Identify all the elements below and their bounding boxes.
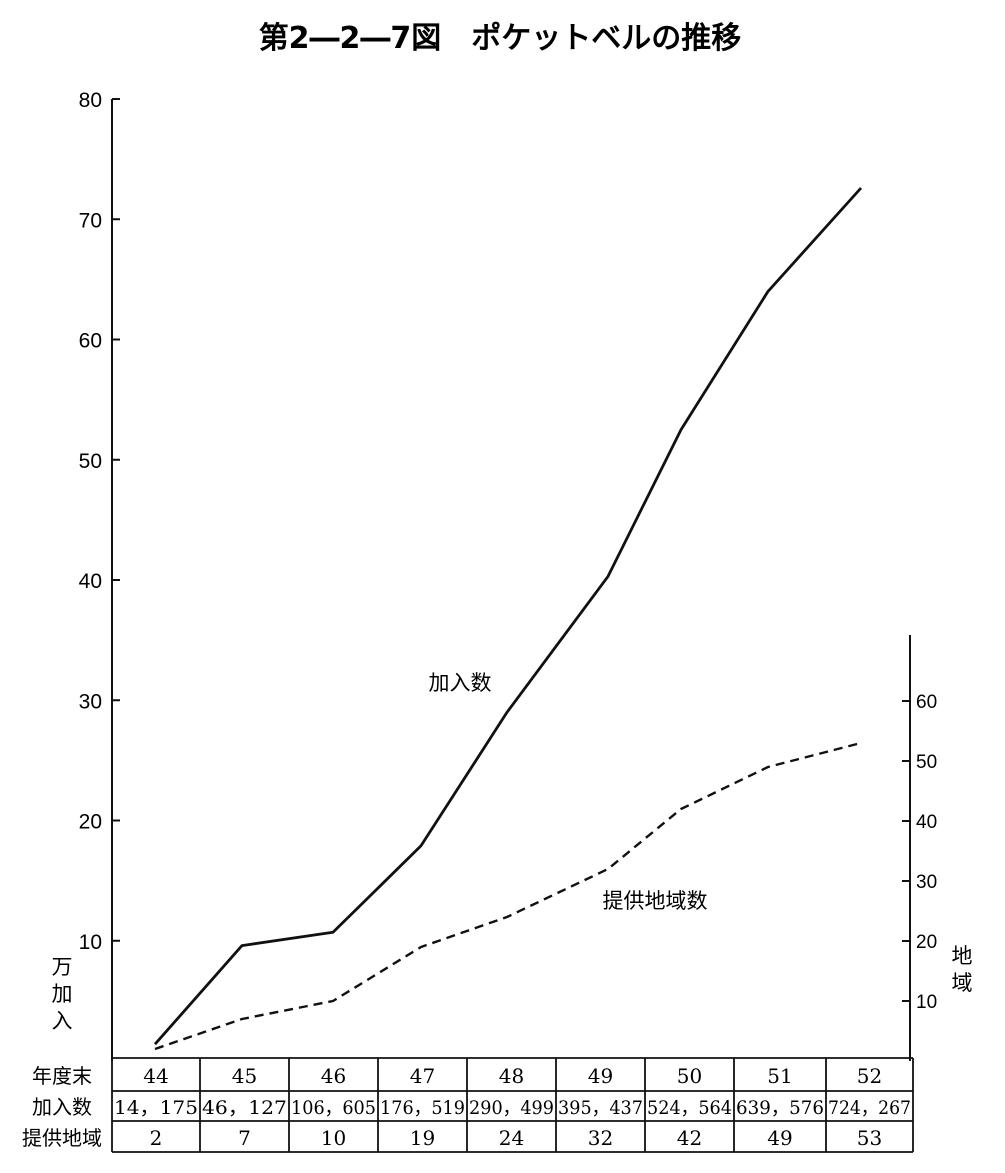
right-tick-label: 20 xyxy=(916,932,937,953)
right-tick-label: 40 xyxy=(916,812,937,833)
table-cell-subscribers: 524，564 xyxy=(647,1097,732,1119)
right-tick-label: 50 xyxy=(916,752,937,773)
left-axis: 10 20 30 40 50 60 70 80 万加入 xyxy=(52,89,120,1061)
left-axis-unit-char: 加 xyxy=(52,982,73,1006)
right-tick-label: 30 xyxy=(916,872,937,893)
table-cell-areas: 10 xyxy=(321,1126,346,1150)
left-axis-unit-char: 万 xyxy=(52,955,73,979)
table-cell-areas: 19 xyxy=(410,1126,435,1150)
table-cell-subscribers: 639，576 xyxy=(736,1097,824,1119)
table-cell-subscribers: 290，499 xyxy=(469,1097,554,1119)
series-line-areas xyxy=(154,741,862,1051)
table-cell-areas: 2 xyxy=(150,1126,163,1150)
series-group xyxy=(153,187,863,1051)
left-tick-label: 80 xyxy=(79,89,102,112)
table-row-header: 提供地域 xyxy=(22,1126,102,1150)
right-axis: 10 20 30 40 50 60 地域 xyxy=(902,635,973,1061)
right-axis-unit-char: 域 xyxy=(952,971,973,995)
left-tick-label: 20 xyxy=(79,811,102,834)
table-cell-years: 44 xyxy=(143,1064,168,1088)
left-tick-label: 70 xyxy=(79,209,102,232)
right-tick-label: 10 xyxy=(916,992,937,1013)
table-cell-subscribers: 395，437 xyxy=(558,1097,643,1119)
table-cell-areas: 7 xyxy=(238,1126,251,1150)
table-cell-years: 49 xyxy=(588,1064,613,1088)
left-tick-label: 60 xyxy=(79,330,102,353)
table-cell-subscribers: 106，605 xyxy=(291,1097,376,1119)
left-tick-label: 50 xyxy=(79,450,102,473)
series-label-subscribers: 加入数 xyxy=(429,671,492,695)
left-tick-label: 10 xyxy=(79,931,102,954)
table-cell-years: 50 xyxy=(677,1064,702,1088)
left-tick-label: 30 xyxy=(79,690,102,713)
right-axis-unit-char: 地 xyxy=(952,944,973,968)
table-cell-areas: 32 xyxy=(588,1126,613,1150)
table-cell-subscribers: 724，267 xyxy=(828,1097,911,1119)
table-cell-areas: 49 xyxy=(767,1126,792,1150)
table-cell-subscribers: 46，127 xyxy=(202,1097,287,1119)
table-cell-years: 45 xyxy=(232,1064,257,1088)
table-cell-years: 47 xyxy=(410,1064,435,1088)
table-cell-years: 51 xyxy=(767,1064,792,1088)
left-axis-unit-char: 入 xyxy=(52,1009,73,1033)
table-cell-years: 46 xyxy=(321,1064,346,1088)
right-tick-label: 60 xyxy=(916,692,937,713)
table-cell-areas: 24 xyxy=(499,1126,524,1150)
table-cell-areas: 42 xyxy=(677,1126,702,1150)
table-row-header: 加入数 xyxy=(32,1095,92,1119)
table-row-header: 年度末 xyxy=(32,1064,92,1088)
table-cell-subscribers: 176，519 xyxy=(380,1097,465,1119)
table-cell-subscribers: 14，175 xyxy=(114,1097,198,1119)
series-label-areas: 提供地域数 xyxy=(603,889,708,913)
table-cell-years: 48 xyxy=(499,1064,524,1088)
table-cell-years: 52 xyxy=(857,1064,882,1088)
chart-title: 第2―2―7図 ポケットベルの推移 xyxy=(259,21,742,56)
left-tick-label: 40 xyxy=(79,570,102,593)
table-cell-areas: 53 xyxy=(857,1126,882,1150)
